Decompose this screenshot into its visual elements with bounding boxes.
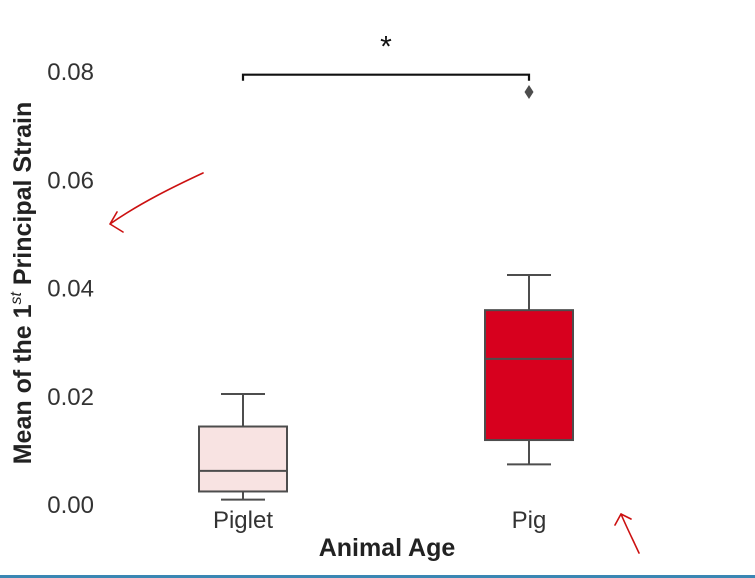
box-pig bbox=[484, 309, 574, 442]
box-series bbox=[198, 85, 574, 501]
significance-bracket: * bbox=[241, 31, 531, 81]
y-axis-title-prefix: Mean of the 1 bbox=[9, 304, 37, 464]
y-axis: 0.00 0.02 0.04 0.06 0.08 bbox=[47, 59, 94, 519]
box-piglet bbox=[198, 425, 288, 493]
y-tick-label: 0.00 bbox=[47, 492, 94, 519]
y-tick-label: 0.08 bbox=[47, 59, 94, 86]
significance-line bbox=[241, 73, 531, 81]
annotation-arrow-left bbox=[109, 172, 204, 233]
x-tick-label: Pig bbox=[512, 507, 547, 534]
x-axis: Piglet Pig bbox=[213, 507, 546, 534]
y-axis-title-superscript: st bbox=[8, 292, 25, 305]
annotation-arrow-bottom bbox=[614, 513, 640, 554]
significance-label: * bbox=[380, 31, 392, 64]
y-axis-title: Mean of the 1st Principal Strain bbox=[8, 102, 37, 465]
x-axis-title: Animal Age bbox=[319, 534, 456, 562]
y-tick-label: 0.06 bbox=[47, 167, 94, 194]
annotation-arrows bbox=[109, 172, 640, 554]
outlier-point bbox=[524, 85, 534, 100]
y-tick-label: 0.04 bbox=[47, 276, 94, 303]
y-tick-label: 0.02 bbox=[47, 384, 94, 411]
x-tick-label: Piglet bbox=[213, 507, 273, 534]
bottom-rule bbox=[0, 575, 755, 578]
y-axis-title-suffix: Principal Strain bbox=[9, 102, 37, 292]
